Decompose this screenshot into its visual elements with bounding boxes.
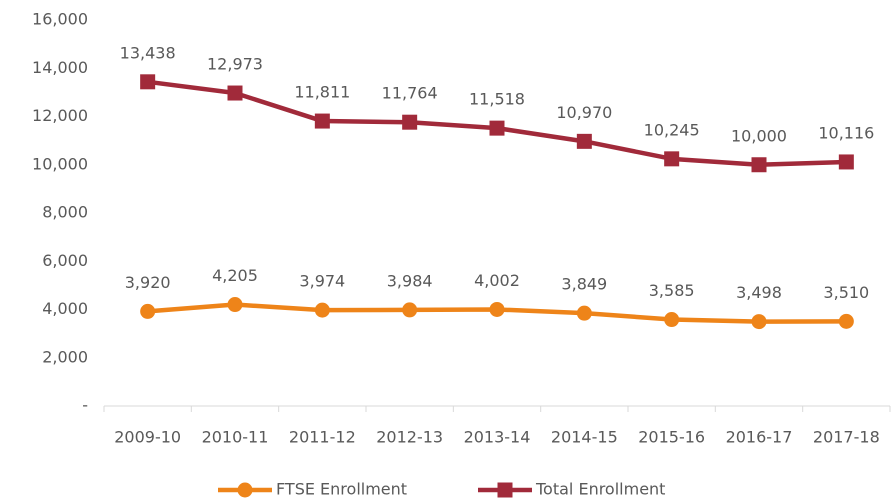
data-label: 4,205 (212, 266, 258, 285)
x-tick-label: 2017-18 (813, 428, 880, 447)
y-tick-label: 4,000 (42, 299, 88, 318)
data-point (489, 301, 505, 317)
data-label: 10,245 (644, 120, 700, 139)
x-tick-label: 2013-14 (464, 428, 531, 447)
legend-marker (237, 482, 253, 498)
data-point (489, 120, 505, 136)
x-tick-label: 2010-11 (202, 428, 269, 447)
data-label: 12,973 (207, 55, 263, 74)
y-tick-label: 16,000 (32, 10, 88, 29)
data-point (751, 314, 767, 330)
data-point (140, 303, 156, 319)
data-label: 3,920 (125, 273, 171, 292)
data-point (751, 157, 767, 173)
y-tick-label: 6,000 (42, 251, 88, 270)
y-tick-label: 8,000 (42, 203, 88, 222)
x-tick-label: 2009-10 (114, 428, 181, 447)
y-tick-label: - (82, 396, 88, 415)
data-label: 10,000 (731, 126, 787, 145)
data-point (314, 113, 330, 129)
x-tick-label: 2015-16 (638, 428, 705, 447)
data-point (402, 114, 418, 130)
data-point (664, 312, 680, 328)
data-point (402, 302, 418, 318)
y-tick-label: 12,000 (32, 106, 88, 125)
data-label: 3,984 (387, 271, 433, 290)
x-tick-label: 2012-13 (376, 428, 443, 447)
data-point (838, 154, 854, 170)
data-point (140, 74, 156, 90)
data-point (664, 151, 680, 167)
data-label: 13,438 (120, 43, 176, 62)
data-point (576, 305, 592, 321)
data-label: 10,116 (818, 123, 874, 142)
data-point (838, 313, 854, 329)
data-label: 3,498 (736, 283, 782, 302)
data-label: 3,510 (823, 283, 869, 302)
data-point (227, 85, 243, 101)
legend-label: FTSE Enrollment (276, 480, 407, 499)
legend-label: Total Enrollment (535, 480, 665, 499)
y-tick-label: 10,000 (32, 154, 88, 173)
data-label: 11,811 (294, 83, 350, 102)
data-label: 10,970 (556, 103, 612, 122)
x-tick-label: 2014-15 (551, 428, 618, 447)
x-tick-label: 2011-12 (289, 428, 356, 447)
data-point (314, 302, 330, 318)
data-point (576, 133, 592, 149)
data-label: 11,518 (469, 90, 525, 109)
data-label: 3,585 (649, 281, 695, 300)
x-tick-label: 2016-17 (726, 428, 793, 447)
legend-marker (497, 482, 513, 498)
data-point (227, 297, 243, 313)
data-label: 11,764 (382, 84, 438, 103)
data-label: 3,974 (299, 272, 345, 291)
data-label: 3,849 (561, 275, 607, 294)
y-tick-label: 2,000 (42, 347, 88, 366)
y-tick-label: 14,000 (32, 58, 88, 77)
data-label: 4,002 (474, 271, 520, 290)
